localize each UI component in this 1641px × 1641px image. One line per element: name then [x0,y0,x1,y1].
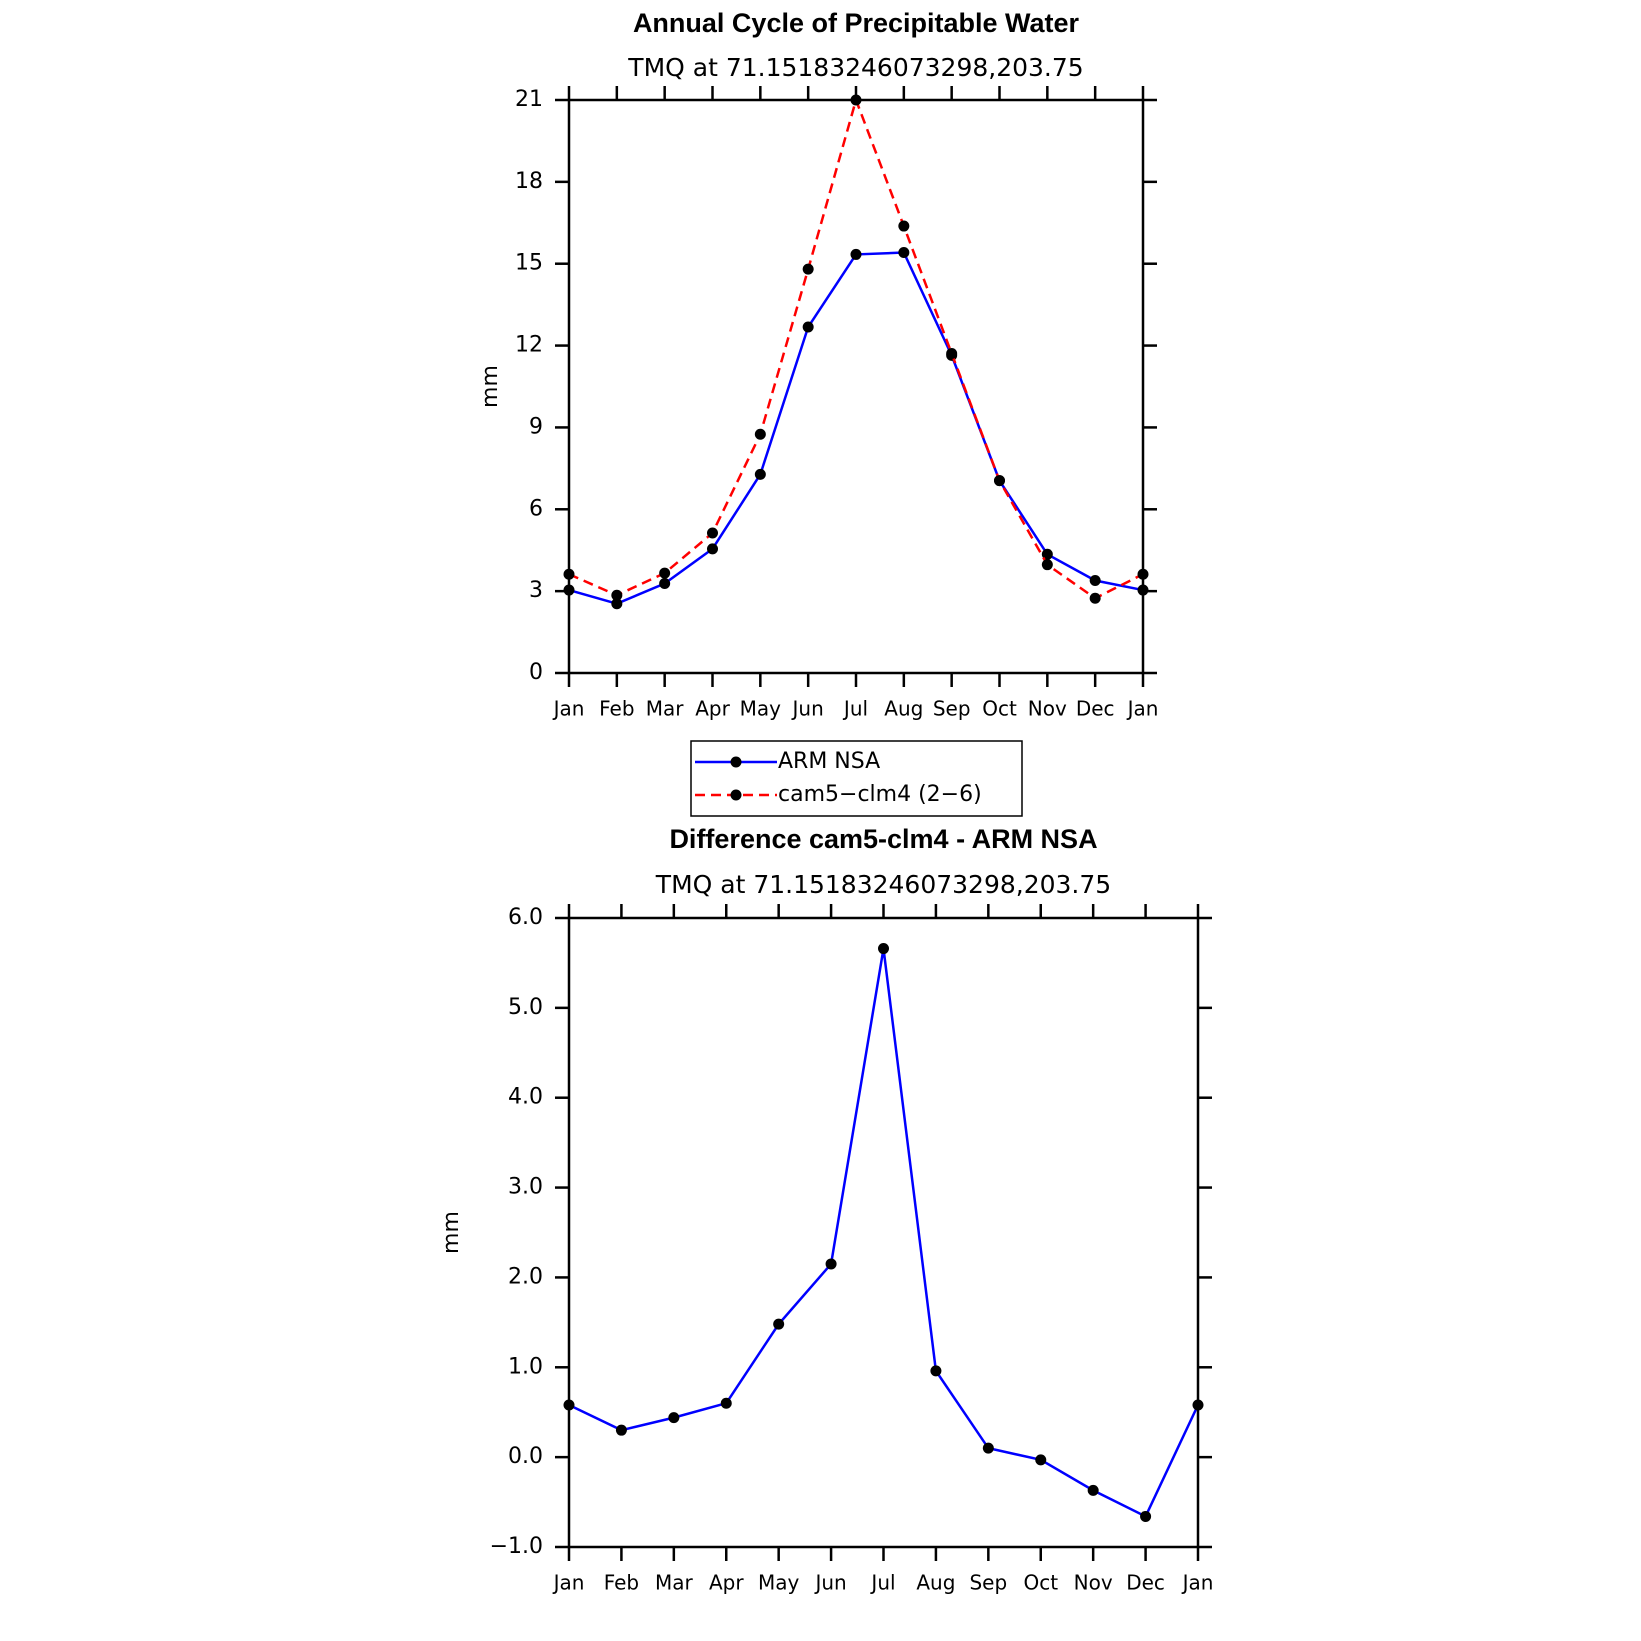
x-tick-label: Oct [1023,1571,1058,1595]
marker [825,1258,837,1270]
series-line [568,251,1144,606]
marker [563,1399,575,1411]
x-tick-label: Jan [1126,697,1159,721]
marker [802,321,814,333]
marker [802,263,814,275]
marker [659,567,671,579]
marker [615,1424,627,1436]
marker [930,1365,942,1377]
legend-box [690,740,1023,817]
y-axis-label: mm [439,1211,464,1254]
marker [707,543,718,555]
marker [1035,1454,1047,1466]
marker [1087,1484,1099,1496]
y-tick-label: 0.0 [508,1444,543,1469]
marker [898,220,910,232]
x-tick-label: Jul [842,697,868,721]
marker [773,1318,785,1330]
y-tick-label: 5.0 [508,995,543,1020]
x-tick-label: Mar [655,1571,694,1595]
y-tick-label: 2.0 [508,1264,543,1289]
y-axis-label: mm [478,365,503,408]
marker [1192,1399,1204,1411]
x-tick-label: Jun [791,697,824,721]
marker [1041,548,1053,560]
legend-marker [730,756,742,768]
x-tick-label: Dec [1126,1571,1165,1595]
x-tick-label: Jul [869,1571,895,1595]
marker [754,468,766,480]
x-tick-label: May [758,1571,800,1595]
plot-frame [567,916,1200,1549]
marker [1137,584,1149,596]
series-line [568,96,1144,600]
y-tick-label: 12 [515,333,543,358]
chart-subtitle: TMQ at 71.15183246073298,203.75 [655,870,1111,899]
y-tick-label: −1.0 [490,1534,543,1559]
y-tick-label: 18 [515,169,543,194]
legend-label: cam5−clm4 (2−6) [778,782,982,807]
marker [898,247,910,259]
x-tick-label: Aug [916,1571,955,1595]
y-tick-label: 1.0 [508,1354,543,1379]
marker [1137,568,1149,580]
marker [850,94,862,106]
legend-marker [730,789,742,801]
chart-title: Difference cam5-clm4 - ARM NSA [669,824,1097,854]
chart-title: Annual Cycle of Precipitable Water [633,8,1080,38]
marker [611,589,623,601]
marker [707,527,718,539]
x-tick-label: Apr [709,1571,744,1595]
x-tick-label: Dec [1076,697,1115,721]
y-tick-label: 0 [529,660,543,685]
series-line [568,948,1200,1519]
y-tick-label: 6 [529,496,543,521]
marker [659,578,671,590]
marker [1089,592,1101,604]
marker [668,1412,680,1424]
marker [720,1397,732,1409]
x-tick-label: Sep [969,1571,1007,1595]
y-tick-label: 3.0 [508,1175,543,1200]
y-tick-label: 6.0 [508,905,543,930]
marker [982,1442,994,1454]
x-tick-label: Sep [933,697,971,721]
x-tick-label: May [740,697,782,721]
marker [878,943,889,955]
x-tick-label: Feb [599,697,634,721]
marker [1140,1510,1152,1522]
legend-label: ARM NSA [778,749,880,774]
x-tick-label: Jan [1181,1571,1214,1595]
marker [1041,559,1053,571]
marker [611,598,623,610]
marker [1089,575,1101,587]
marker [850,248,862,260]
y-tick-label: 4.0 [508,1085,543,1110]
x-tick-label: Jan [552,1571,585,1595]
x-tick-label: Feb [604,1571,639,1595]
y-tick-label: 3 [529,578,543,603]
marker [946,347,958,359]
marker [754,428,766,440]
marker [563,584,575,596]
marker [563,568,575,580]
x-tick-label: Aug [884,697,923,721]
x-tick-label: Nov [1028,697,1067,721]
x-tick-label: Nov [1074,1571,1113,1595]
y-tick-label: 15 [515,251,543,276]
x-tick-label: Oct [982,697,1017,721]
y-tick-label: 21 [515,87,543,112]
x-tick-label: Jan [552,697,585,721]
x-tick-label: Mar [646,697,685,721]
x-tick-label: Jun [813,1571,846,1595]
marker [994,475,1005,487]
x-tick-label: Apr [695,697,730,721]
chart-subtitle: TMQ at 71.15183246073298,203.75 [627,53,1083,82]
y-tick-label: 9 [529,414,543,439]
